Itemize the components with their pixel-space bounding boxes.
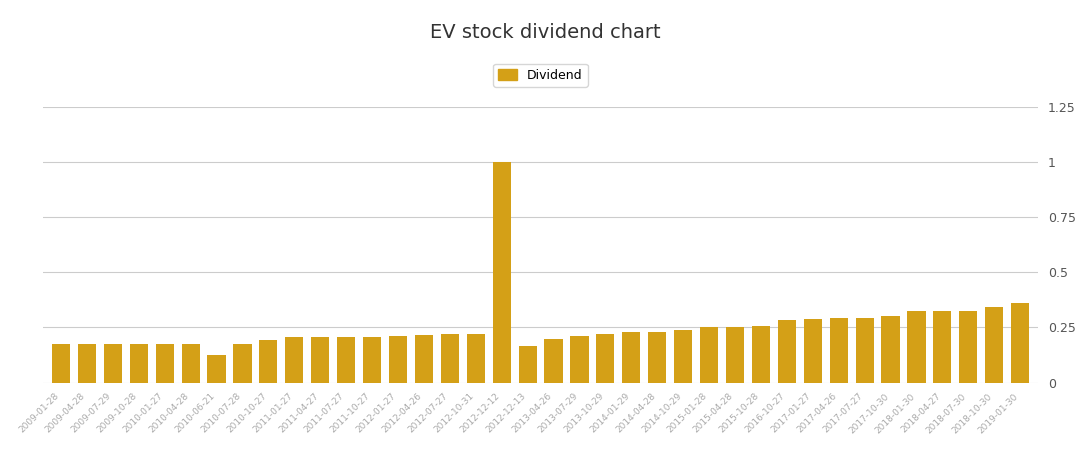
Bar xyxy=(700,328,718,382)
Bar xyxy=(467,334,484,382)
Bar xyxy=(985,306,1004,382)
Bar xyxy=(337,338,356,382)
Bar xyxy=(855,318,874,382)
Bar xyxy=(156,344,173,382)
Bar xyxy=(933,311,951,382)
Bar xyxy=(908,311,925,382)
Bar xyxy=(233,344,252,382)
Bar xyxy=(441,334,459,382)
Bar xyxy=(52,344,70,382)
Bar xyxy=(648,332,667,382)
Bar xyxy=(959,311,978,382)
Bar xyxy=(829,318,848,382)
Text: EV stock dividend chart: EV stock dividend chart xyxy=(430,22,661,41)
Bar xyxy=(726,328,744,382)
Bar xyxy=(752,326,770,382)
Bar xyxy=(1011,303,1029,382)
Bar xyxy=(389,336,407,382)
Bar xyxy=(674,330,692,382)
Legend: Dividend: Dividend xyxy=(493,64,588,87)
Bar xyxy=(778,320,796,382)
Bar xyxy=(207,355,226,382)
Bar xyxy=(77,344,96,382)
Bar xyxy=(104,344,122,382)
Bar xyxy=(285,338,303,382)
Bar xyxy=(571,336,588,382)
Bar xyxy=(597,334,614,382)
Bar xyxy=(363,338,381,382)
Bar xyxy=(544,338,563,382)
Bar xyxy=(518,346,537,382)
Bar xyxy=(415,335,433,382)
Bar xyxy=(311,338,329,382)
Bar xyxy=(493,162,511,382)
Bar xyxy=(622,332,640,382)
Bar xyxy=(804,319,822,382)
Bar xyxy=(181,344,200,382)
Bar xyxy=(882,316,900,382)
Bar xyxy=(260,340,277,382)
Bar xyxy=(130,344,148,382)
